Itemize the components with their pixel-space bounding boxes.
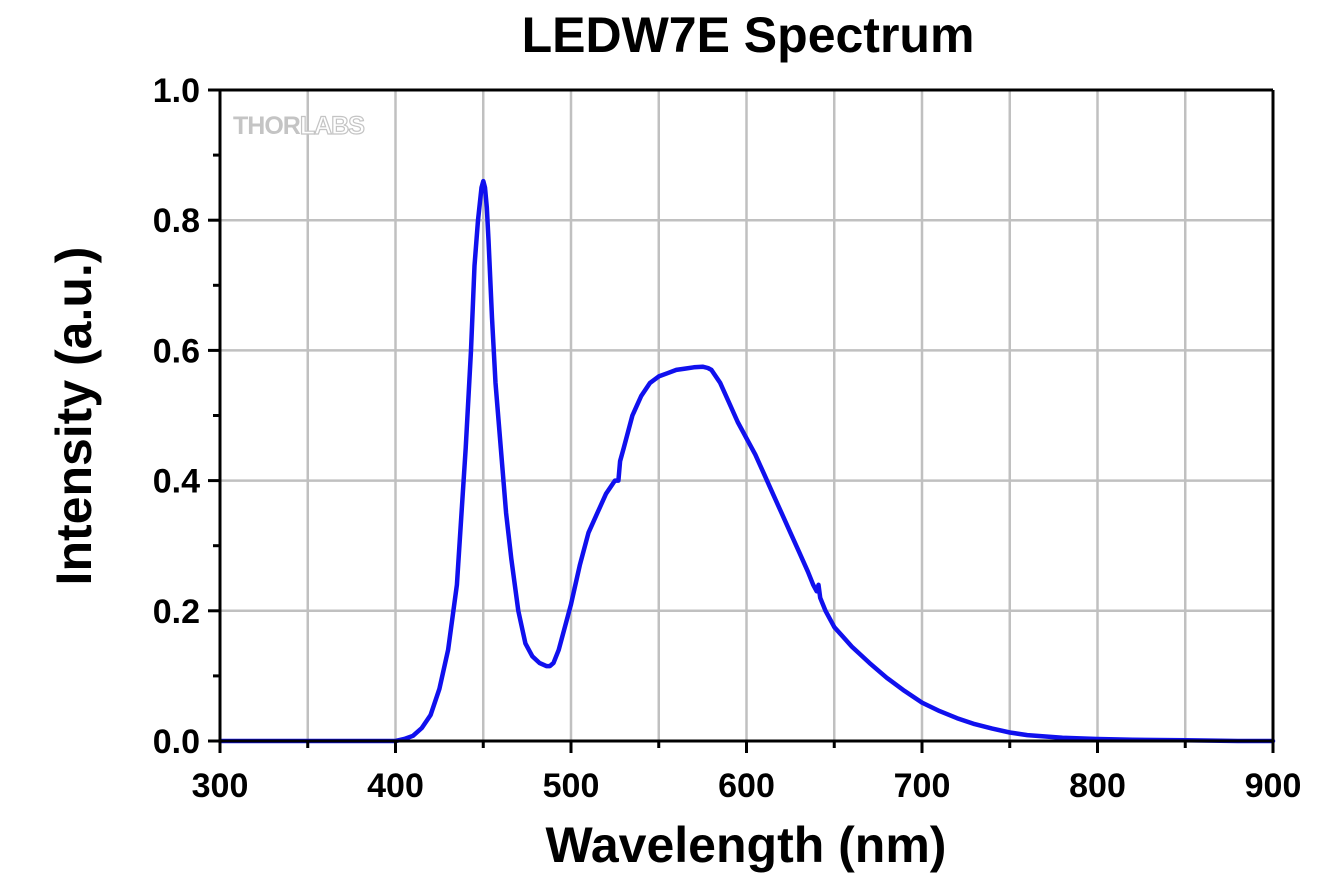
x-tick-label: 400	[367, 767, 424, 805]
spectrum-line	[217, 178, 1276, 744]
x-tick-label: 700	[894, 767, 951, 805]
thorlabs-logo: THORLABS	[233, 111, 366, 140]
x-tick-label: 300	[192, 767, 249, 805]
x-tick-label: 500	[543, 767, 600, 805]
grid-layer	[220, 90, 1273, 741]
x-tick-label: 900	[1245, 767, 1302, 805]
logo-part-labs: LABS	[300, 112, 364, 140]
axis-layer	[208, 88, 1275, 753]
x-tick-labels: 300 400 500 600 700 800 900	[192, 767, 1302, 805]
y-tick-label: 0.0	[153, 723, 200, 761]
y-tick-label: 1.0	[153, 72, 200, 110]
y-tick-labels: 0.0 0.2 0.4 0.6 0.8 1.0	[153, 72, 200, 761]
y-tick-label: 0.4	[153, 463, 200, 501]
x-tick-label: 800	[1069, 767, 1126, 805]
logo-part-thor: THOR	[233, 112, 301, 140]
y-tick-label: 0.8	[153, 202, 200, 240]
x-axis-label: Wavelength (nm)	[546, 817, 947, 873]
chart-title: LEDW7E Spectrum	[522, 7, 975, 63]
series-layer	[217, 178, 1276, 744]
y-axis-label: Intensity (a.u.)	[46, 247, 102, 586]
y-tick-label: 0.6	[153, 332, 200, 370]
y-tick-label: 0.2	[153, 593, 200, 631]
x-tick-label: 600	[718, 767, 775, 805]
svg-text:THORLABS: THORLABS	[233, 112, 364, 140]
